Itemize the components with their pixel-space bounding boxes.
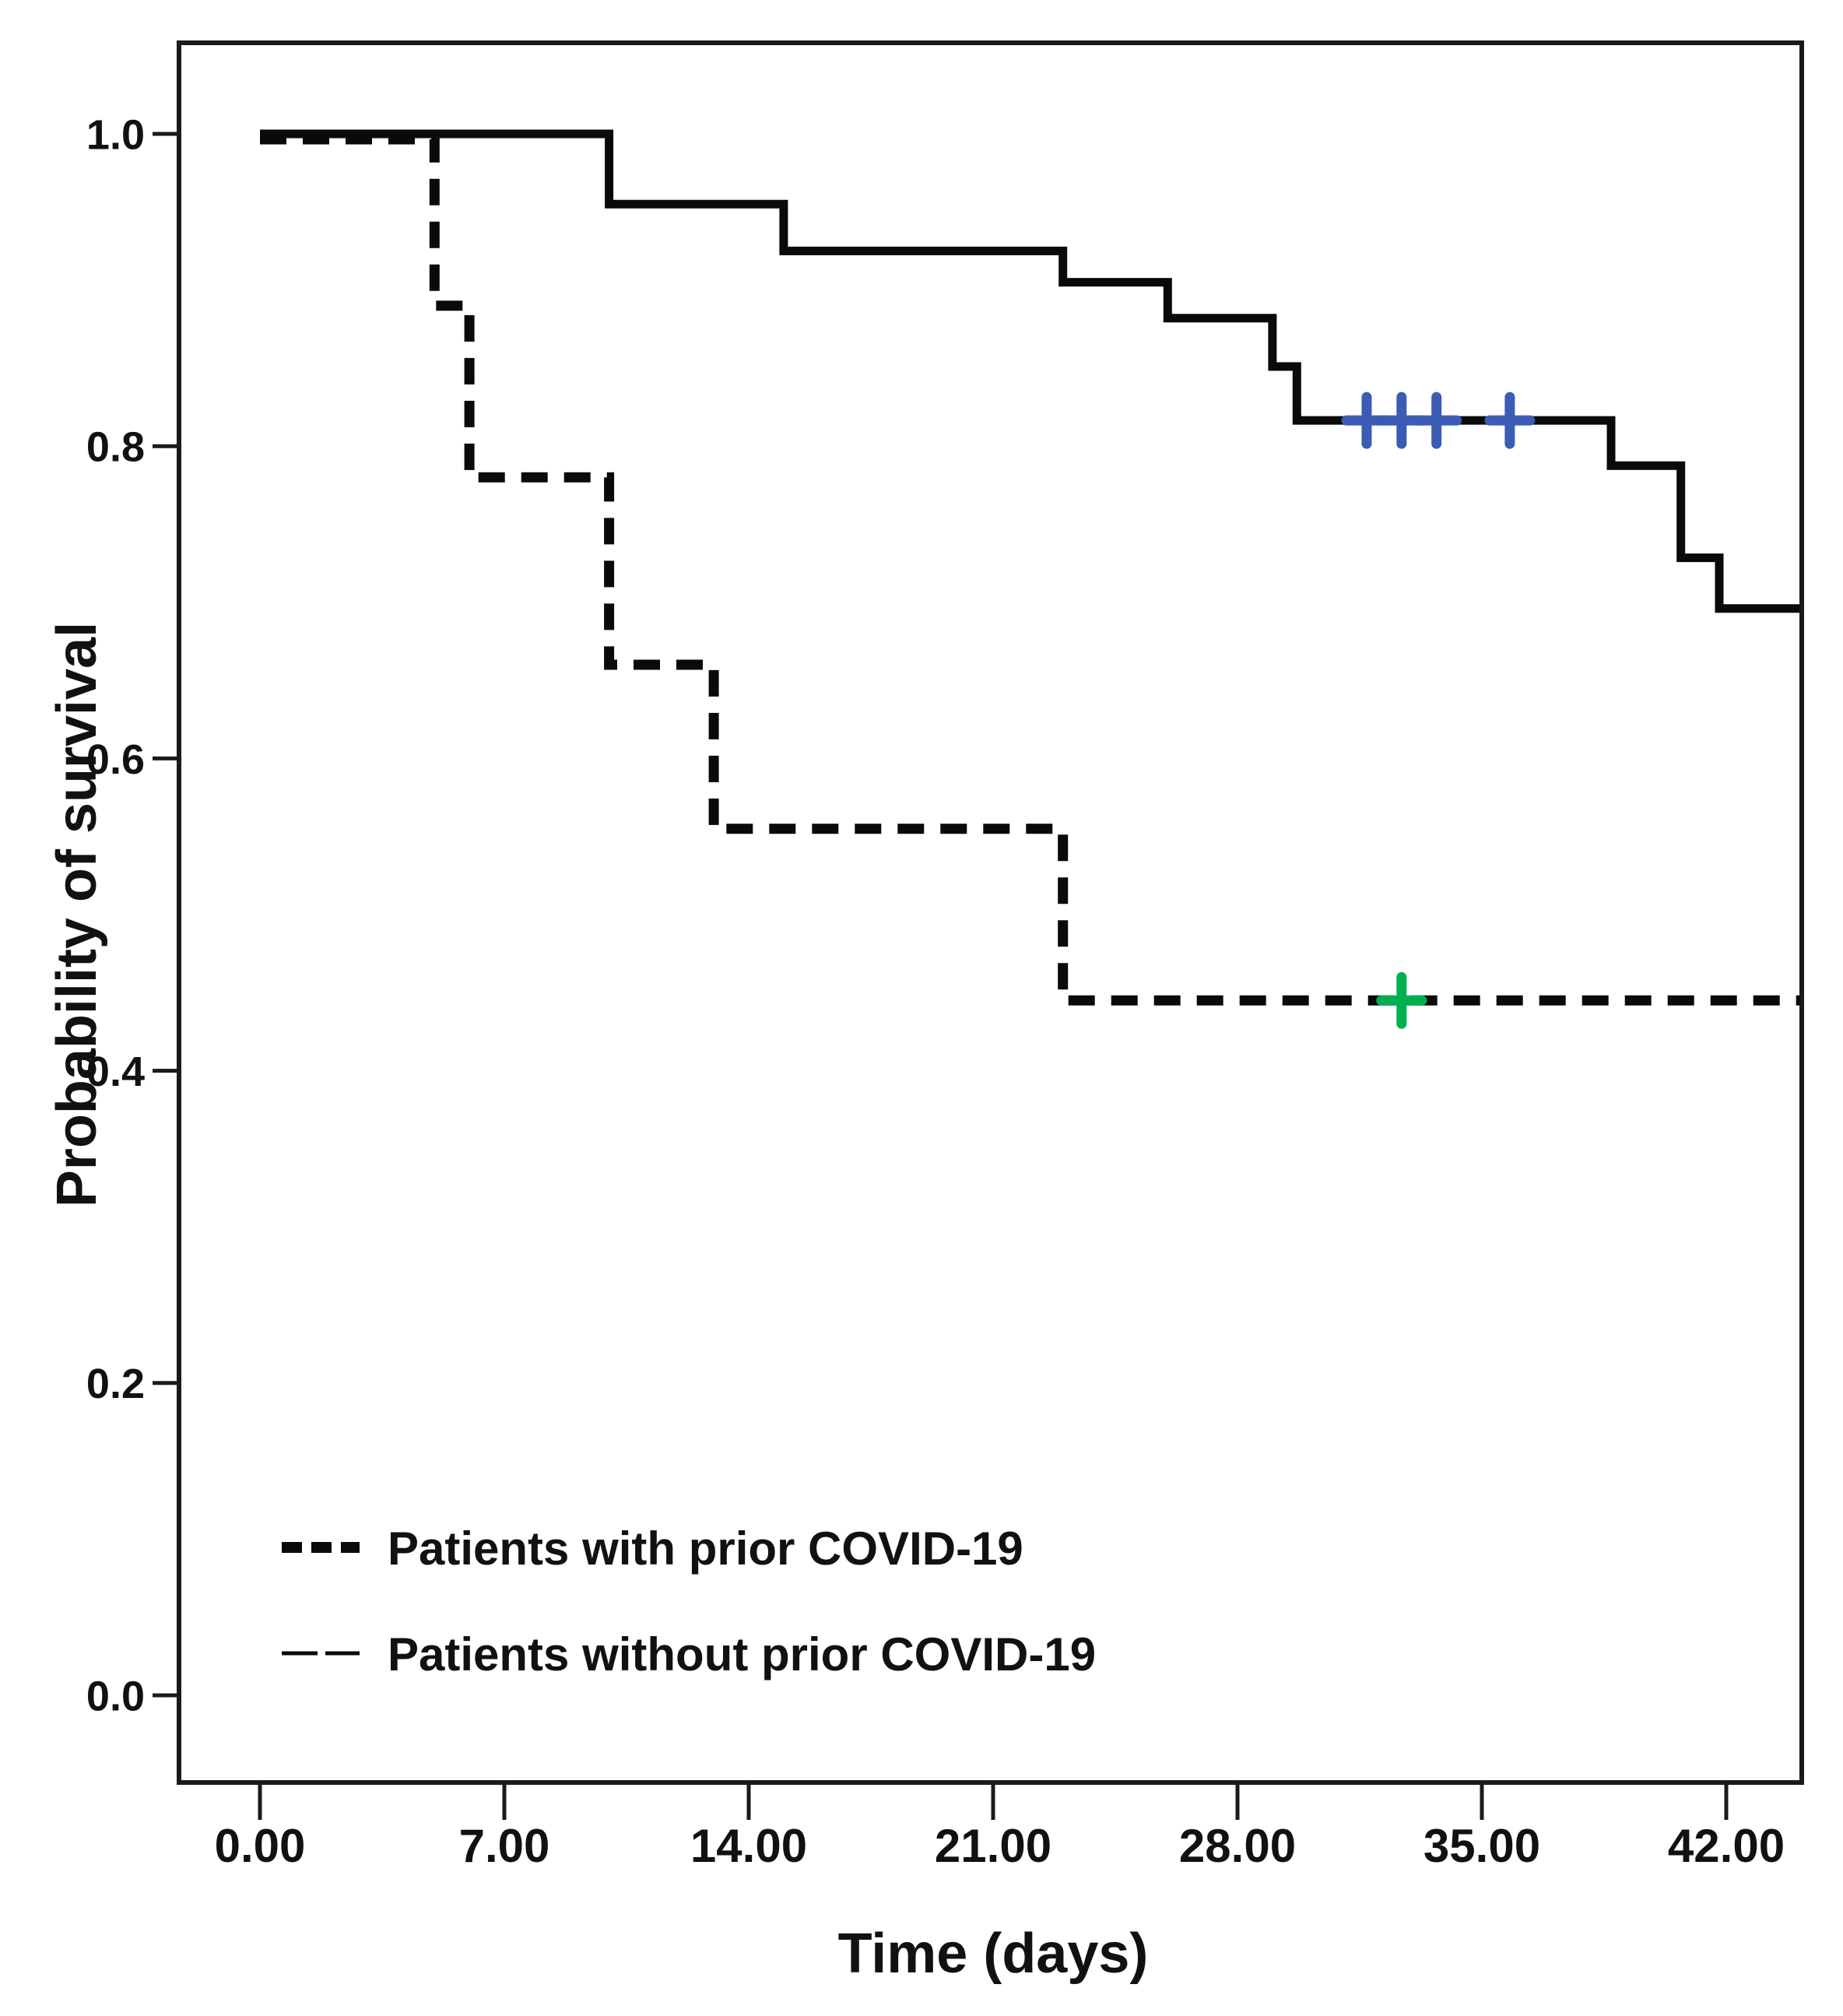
x-tick-label: 0.00: [215, 1820, 306, 1872]
x-tick-label: 7.00: [459, 1820, 550, 1872]
y-tick-label: 1.0: [86, 111, 145, 158]
censor-plus-mark: [1411, 392, 1462, 449]
legend: Patients with prior COVID-19 Patients wi…: [282, 1523, 1096, 1681]
x-tick-label: 42.00: [1668, 1820, 1785, 1872]
survival-curves: [260, 129, 1800, 1006]
y-tick-label: 0.8: [86, 424, 145, 471]
x-tick-label: 14.00: [690, 1820, 807, 1872]
censor-marks: [1341, 392, 1536, 1029]
censor-plus-mark: [1484, 392, 1536, 449]
y-axis-title: Probability of survival: [46, 622, 108, 1207]
y-axis: 1.0 0.8 0.6 0.4 0.2 0.0: [86, 111, 179, 1719]
legend-label-without-prior-covid: Patients without prior COVID-19: [388, 1628, 1096, 1681]
x-axis-title: Time (days): [838, 1923, 1149, 1985]
curve-without-prior-covid: [260, 129, 1800, 613]
y-tick-label: 0.4: [86, 1048, 145, 1095]
curve-with-prior-covid: [260, 134, 1800, 1006]
y-tick-label: 0.0: [86, 1673, 145, 1719]
censor-plus-mark: [1376, 971, 1427, 1029]
y-tick-label: 0.2: [86, 1361, 145, 1407]
x-tick-label: 21.00: [935, 1820, 1051, 1872]
x-tick-label: 28.00: [1179, 1820, 1296, 1872]
plot-frame: [177, 40, 1804, 1785]
legend-label-with-prior-covid: Patients with prior COVID-19: [388, 1523, 1023, 1575]
x-axis: 0.00 7.00 14.00 21.00 28.00 35.00 42.00: [215, 1782, 1785, 1872]
y-tick-label: 0.6: [86, 736, 145, 783]
x-tick-label: 35.00: [1423, 1820, 1540, 1872]
